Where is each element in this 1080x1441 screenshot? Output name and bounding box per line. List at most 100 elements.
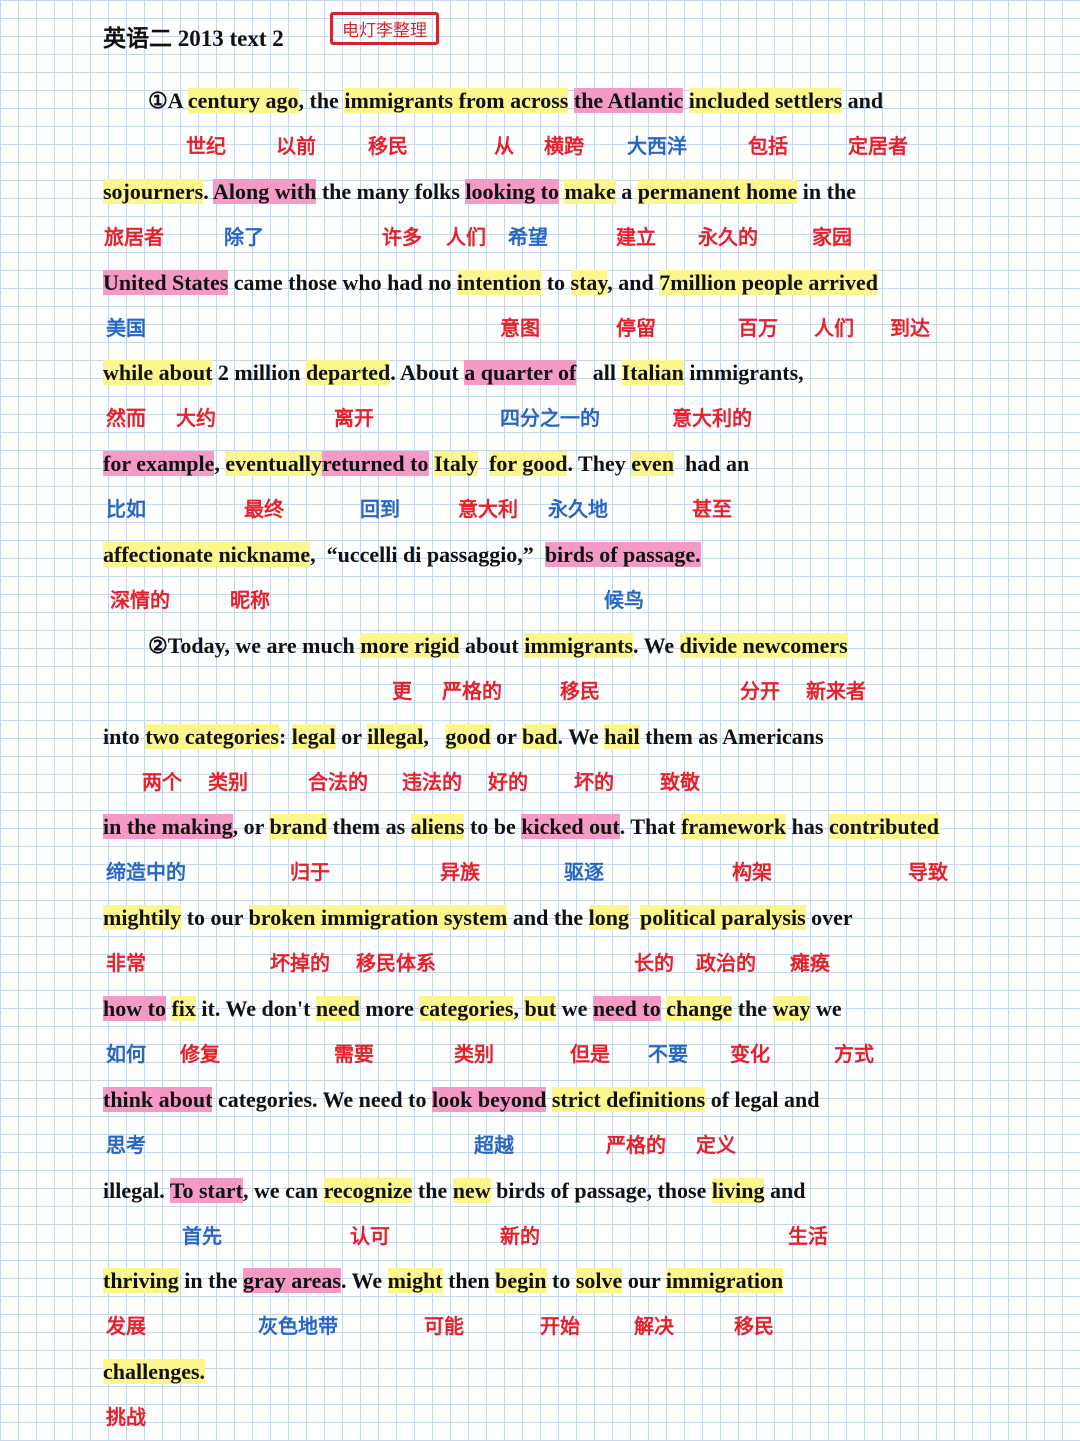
chinese-gloss: 停留 xyxy=(616,315,656,340)
highlighted-phrase: long xyxy=(588,905,630,931)
passage-line: ②Today, we are much more rigid about imm… xyxy=(103,626,848,666)
passage-text: , or xyxy=(232,814,270,840)
author-stamp: 电灯李整理 xyxy=(330,12,439,45)
passage-text: : xyxy=(278,723,292,749)
chinese-gloss: 世纪 xyxy=(186,134,226,158)
chinese-gloss: 灰色地带 xyxy=(258,1314,338,1339)
highlighted-phrase: legal xyxy=(291,723,336,749)
highlighted-phrase: returned to xyxy=(321,451,429,477)
highlighted-phrase: begin xyxy=(495,1268,547,1294)
chinese-gloss: 包括 xyxy=(748,134,788,158)
passage-line: for example, eventuallyreturned to Italy… xyxy=(103,444,749,484)
passage-text xyxy=(478,451,489,476)
highlighted-phrase: kicked out xyxy=(521,814,620,840)
passage-text: or xyxy=(490,723,523,749)
passage-text: , xyxy=(214,451,226,477)
highlighted-phrase: fix xyxy=(171,996,196,1021)
highlighted-phrase: political paralysis xyxy=(640,905,806,931)
passage-text: them as Americans xyxy=(639,723,824,749)
passage-line: in the making, or brand them as aliens t… xyxy=(103,807,939,847)
passage-text: into xyxy=(103,723,146,749)
chinese-gloss: 希望 xyxy=(508,224,548,249)
passage-text: , xyxy=(513,996,525,1021)
chinese-gloss: 政治的 xyxy=(696,951,756,976)
chinese-gloss: 家园 xyxy=(812,224,852,249)
chinese-gloss: 比如 xyxy=(106,497,146,522)
chinese-gloss: 归于 xyxy=(290,860,330,885)
highlighted-phrase: thriving xyxy=(103,1268,179,1294)
chinese-gloss: 新的 xyxy=(500,1223,540,1248)
chinese-gloss: 认可 xyxy=(350,1223,390,1248)
chinese-gloss: 严格的 xyxy=(442,678,502,703)
highlighted-phrase: might xyxy=(387,1268,443,1294)
passage-text: them as xyxy=(326,814,411,840)
passage-text: . We xyxy=(340,1268,388,1294)
highlighted-phrase: need xyxy=(315,996,360,1021)
passage-text: illegal. xyxy=(103,1177,170,1203)
chinese-gloss: 昵称 xyxy=(230,588,270,612)
highlighted-phrase: two categories xyxy=(145,723,279,749)
highlighted-phrase: bad xyxy=(522,723,558,749)
passage-text: and the xyxy=(507,905,589,931)
highlighted-phrase: for good xyxy=(489,451,568,477)
highlighted-phrase: affectionate nickname xyxy=(103,542,311,567)
chinese-gloss: 坏掉的 xyxy=(270,951,330,976)
passage-text: birds of passage, those xyxy=(490,1177,712,1203)
passage-line: how to fix it. We don't need more catego… xyxy=(103,989,842,1029)
highlighted-phrase: look beyond xyxy=(432,1086,547,1112)
passage-line: while about 2 million departed. About a … xyxy=(103,353,804,393)
chinese-gloss: 变化 xyxy=(730,1042,770,1066)
chinese-gloss: 解决 xyxy=(634,1314,674,1339)
chinese-gloss: 永久的 xyxy=(698,224,758,249)
chinese-gloss: 移民体系 xyxy=(356,951,436,976)
chinese-gloss: 修复 xyxy=(180,1042,220,1066)
highlighted-phrase: way xyxy=(772,996,811,1021)
passage-text: . We xyxy=(633,632,680,658)
highlighted-phrase: contributed xyxy=(828,814,939,840)
chinese-gloss: 发展 xyxy=(106,1314,146,1339)
highlighted-phrase: divide newcomers xyxy=(679,632,848,658)
passage-text: more xyxy=(359,996,420,1021)
highlighted-phrase: immigrants from across xyxy=(344,88,569,113)
passage-text: to our xyxy=(181,905,249,931)
passage-text: to xyxy=(546,1268,576,1294)
passage-text: has xyxy=(786,814,829,840)
highlighted-phrase: eventually xyxy=(225,451,322,477)
chinese-gloss: 离开 xyxy=(334,406,374,431)
chinese-gloss: 建立 xyxy=(616,224,656,249)
passage-text: , we can xyxy=(242,1177,324,1203)
page-title: 英语二 2013 text 2 xyxy=(103,26,284,51)
chinese-gloss: 两个 xyxy=(142,769,182,794)
highlighted-phrase: included settlers xyxy=(688,88,843,113)
chinese-gloss: 瘫痪 xyxy=(790,951,830,976)
highlighted-phrase: United States xyxy=(103,269,229,295)
chinese-gloss: 如何 xyxy=(106,1042,146,1066)
highlighted-phrase: mightily xyxy=(103,905,182,931)
chinese-gloss: 超越 xyxy=(474,1132,514,1157)
passage-text: . About xyxy=(390,360,465,386)
chinese-gloss: 意大利 xyxy=(458,497,518,522)
highlighted-phrase: To start xyxy=(169,1177,243,1203)
highlighted-phrase: more rigid xyxy=(360,632,460,658)
highlighted-phrase: intention xyxy=(456,269,542,295)
highlighted-phrase: brand xyxy=(269,814,327,840)
passage-text xyxy=(546,1087,552,1112)
highlighted-phrase: permanent home xyxy=(637,178,798,204)
highlighted-phrase: a quarter of xyxy=(464,360,577,386)
chinese-gloss: 意大利的 xyxy=(672,406,752,431)
passage-text: the xyxy=(732,996,773,1021)
chinese-gloss: 美国 xyxy=(106,315,146,340)
chinese-gloss: 类别 xyxy=(208,769,248,794)
highlighted-phrase: how to xyxy=(103,996,166,1021)
highlighted-phrase: aliens xyxy=(410,814,465,840)
passage-line: ①A century ago, the immigrants from acro… xyxy=(103,81,883,121)
chinese-gloss: 除了 xyxy=(224,224,264,249)
highlighted-phrase: immigrants xyxy=(524,632,633,658)
passage-text: . We xyxy=(557,723,605,749)
passage-text: it. We don't xyxy=(195,996,316,1021)
chinese-gloss: 挑战 xyxy=(106,1405,146,1430)
highlighted-phrase: even xyxy=(631,451,674,477)
chinese-gloss: 人们 xyxy=(814,315,854,340)
passage-text: , and xyxy=(607,269,660,295)
chinese-gloss: 驱逐 xyxy=(564,860,604,885)
